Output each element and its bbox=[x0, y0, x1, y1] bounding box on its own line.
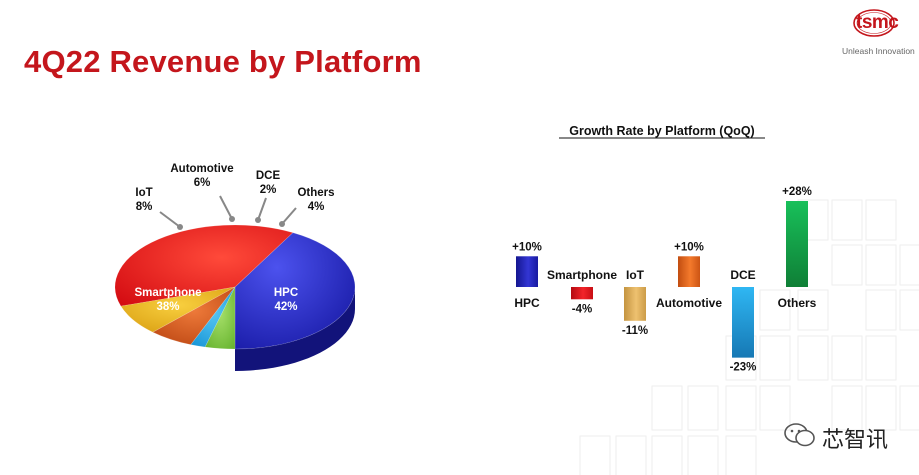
pie-leader-dot-automotive bbox=[229, 216, 235, 222]
pie-slice-hpc bbox=[234, 232, 356, 350]
bar-chart-title: Growth Rate by Platform (QoQ) bbox=[569, 124, 754, 138]
pie-value-label-hpc: 42% bbox=[274, 301, 297, 313]
pie-value-label-others: 4% bbox=[308, 201, 325, 213]
pie-labels: HPC 42% Smartphone 38% IoT 8% Automotive 6% DCE 2… bbox=[134, 163, 334, 313]
pie-slices bbox=[114, 224, 356, 350]
pie-leader-automotive bbox=[219, 195, 233, 220]
slide-title: 4Q22 Revenue by Platform bbox=[24, 44, 422, 79]
bar-value-label-hpc: +10% bbox=[512, 241, 542, 253]
pie-value-label-smartphone: 38% bbox=[156, 301, 179, 313]
pie-slice-automotive bbox=[152, 286, 236, 345]
pie-slice-dce bbox=[190, 286, 236, 348]
logo-text: tsmc bbox=[856, 12, 899, 33]
bar-value-label-dce: -23% bbox=[730, 362, 757, 374]
bar-others bbox=[786, 201, 808, 287]
watermark: 芯智讯 bbox=[782, 420, 917, 453]
pie-slice-smartphone bbox=[114, 224, 294, 307]
pie-label-hpc: HPC bbox=[274, 287, 298, 299]
bar-smartphone bbox=[571, 287, 593, 300]
bar-value-labels: +10% -4% -11% +10% -23% +28% bbox=[512, 186, 812, 374]
bar-category-label-dce: DCE bbox=[730, 268, 755, 282]
bar-automotive bbox=[678, 256, 700, 287]
bar-category-labels: HPC Smartphone IoT Automotive DCE Others bbox=[514, 268, 816, 310]
pie-value-label-iot: 8% bbox=[136, 201, 153, 213]
bar-iot bbox=[624, 287, 646, 321]
pie-leader-dot-iot bbox=[177, 224, 183, 230]
pie-leader-dce bbox=[257, 197, 267, 221]
bar-value-label-others: +28% bbox=[782, 186, 812, 198]
wechat-icon bbox=[784, 423, 815, 447]
pie-sides bbox=[235, 287, 355, 371]
pie-slice-iot bbox=[120, 286, 236, 333]
pie-label-others: Others bbox=[297, 187, 334, 199]
bar-value-label-iot: -11% bbox=[622, 325, 648, 337]
bar-category-label-others: Others bbox=[778, 296, 817, 310]
watermark-text: 芯智讯 bbox=[822, 428, 889, 453]
pie-leader-iot bbox=[159, 211, 181, 228]
pie-label-automotive: Automotive bbox=[170, 163, 233, 175]
pie-leader-others bbox=[281, 207, 297, 225]
pie-value-label-dce: 2% bbox=[260, 184, 277, 196]
logo-mark-icon bbox=[853, 9, 895, 37]
bar-category-label-hpc: HPC bbox=[514, 296, 540, 310]
bar-category-label-automotive: Automotive bbox=[656, 296, 722, 310]
tsmc-logo: tsmc Unleash Innovation bbox=[832, 6, 916, 58]
bar-dce bbox=[732, 287, 754, 358]
bar-value-label-automotive: +10% bbox=[674, 241, 704, 253]
pie-label-dce: DCE bbox=[256, 170, 281, 182]
pie-side-hpc bbox=[235, 287, 355, 371]
bar-category-label-smartphone: Smartphone bbox=[547, 268, 617, 282]
pie-label-iot: IoT bbox=[135, 187, 152, 199]
logo-tagline: Unleash Innovation bbox=[842, 46, 915, 56]
pie-value-label-automotive: 6% bbox=[194, 177, 211, 189]
bar-series bbox=[516, 201, 808, 358]
bar-hpc bbox=[516, 256, 538, 287]
bar-value-label-smartphone: -4% bbox=[572, 303, 592, 315]
pie-leader-dot-dce bbox=[255, 217, 261, 223]
bar-category-label-iot: IoT bbox=[626, 268, 645, 282]
pie-leader-dot-others bbox=[279, 221, 285, 227]
pie-label-smartphone: Smartphone bbox=[134, 287, 201, 299]
pie-slice-others bbox=[204, 286, 236, 350]
pie-leader-lines bbox=[159, 195, 297, 230]
